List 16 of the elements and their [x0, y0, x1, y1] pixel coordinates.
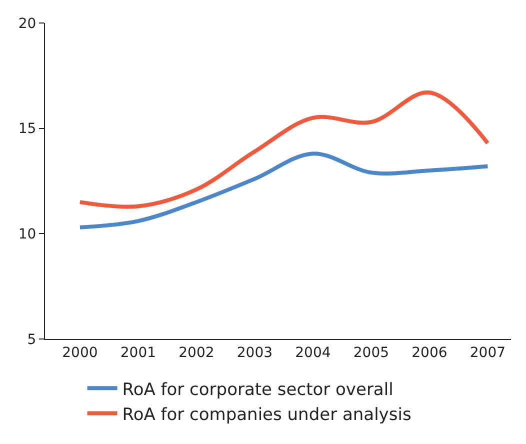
legend-label: RoA for corporate sector overall	[122, 380, 394, 400]
line-series	[78, 152, 490, 230]
y-tick-label: 15	[18, 121, 36, 138]
x-tick-label: 2003	[236, 344, 273, 361]
x-tick-label: 2005	[353, 344, 390, 361]
x-tick-label: 2002	[178, 344, 214, 361]
x-tick-label: 2001	[120, 344, 156, 361]
x-tick-label: 2006	[412, 344, 448, 361]
legend-label: RoA for companies under analysis	[122, 404, 412, 425]
x-tick-label: 2004	[295, 344, 331, 361]
x-tick-label: 2000	[62, 344, 98, 361]
y-tick-label: 5	[27, 332, 36, 348]
line-series	[78, 90, 490, 209]
x-tick-label: 2007	[470, 344, 506, 361]
y-tick-label: 20	[18, 16, 36, 32]
y-tick-label: 10	[18, 226, 36, 243]
